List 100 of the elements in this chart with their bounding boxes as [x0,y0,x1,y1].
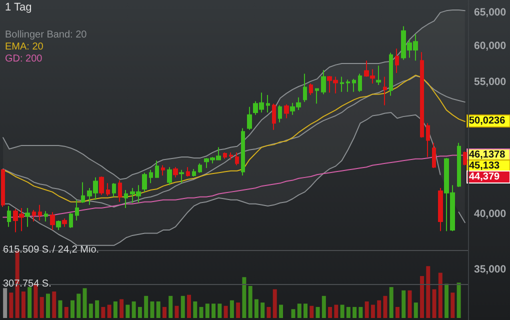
candlestick [179,169,184,184]
candlestick [149,169,153,184]
candlestick [303,73,307,103]
y-tick-label: 40,000 [474,208,506,220]
bar [82,288,87,318]
candlestick [32,210,36,222]
candlestick [278,104,282,123]
bar [278,304,283,318]
bar [426,266,430,318]
bar [224,306,228,318]
candlestick [142,172,147,192]
bar [402,290,406,318]
text: EMA: 20 [5,42,44,52]
candlestick [247,106,252,130]
bar [304,304,308,318]
bar [144,296,148,318]
candlestick [383,76,387,106]
candlestick [56,220,61,231]
candlestick [99,176,104,196]
bar [138,306,142,318]
text: Bollinger Band: 20 [5,30,88,40]
candlestick [118,180,122,202]
bar [46,294,50,318]
annotation: / 24,2 Mio. [52,244,100,256]
candlestick [167,166,172,186]
candlestick [426,122,430,158]
bar [254,299,258,318]
candlestick [75,199,79,221]
candlestick [463,151,467,166]
text: 50,0236 [469,116,506,126]
y-tick-label: 60,000 [474,40,506,52]
candlestick [315,88,319,104]
candlestick [358,73,362,92]
candlestick [44,210,48,222]
bar [377,300,382,318]
bar [364,301,369,318]
candlestick [50,212,55,231]
bar [395,306,400,318]
bar [242,277,246,318]
candlestick [62,218,67,228]
candlestick [38,204,42,221]
candlestick [432,142,436,169]
bar [438,272,442,318]
bar [328,306,332,318]
bar [120,299,124,318]
candlestick [241,128,245,176]
bar [88,304,93,318]
candlestick [69,212,73,228]
bar [334,304,338,318]
candlestick [389,52,393,96]
bar [408,290,412,318]
candlestick [266,94,270,113]
bar [322,296,326,318]
bar [174,306,179,318]
bar [162,306,166,318]
bar [113,301,118,318]
candlestick [420,52,424,138]
candlestick [223,152,227,160]
chart-title: 1 Tag [5,2,32,14]
bar [260,302,265,318]
bar [28,287,32,318]
bar [132,301,136,318]
candlestick [395,48,399,74]
bar [370,304,375,318]
bar [52,291,56,318]
bar [389,287,394,318]
y-tick-label: 55,000 [474,76,506,88]
y-tick-label: 35,000 [474,264,506,276]
candlestick [346,79,350,92]
candlestick [376,65,381,86]
bar [248,286,252,318]
candlestick [81,182,85,204]
candlestick [186,166,190,177]
candlestick [340,76,344,92]
bar [310,306,314,318]
bar [101,306,106,318]
bar [420,276,424,318]
candlestick [25,207,30,228]
bar [291,309,296,318]
candlestick [124,189,128,208]
bar [218,304,222,318]
bar [346,306,350,318]
bar [187,294,192,318]
candlestick [161,164,165,176]
candlestick [352,78,356,92]
candlestick [155,160,159,178]
bar [168,296,173,318]
text: 45,133 [469,160,500,172]
candlestick [284,104,289,119]
candlestick [192,168,196,177]
candlestick [438,188,443,232]
bar [107,304,112,318]
candlestick [321,70,326,95]
candlestick [173,166,178,178]
bar [383,296,388,318]
y-tick-label: 307.754 S. [3,278,52,290]
bar [297,304,302,318]
text: 46,1378 [469,150,506,160]
candlestick [7,205,11,228]
candlestick [457,142,461,188]
